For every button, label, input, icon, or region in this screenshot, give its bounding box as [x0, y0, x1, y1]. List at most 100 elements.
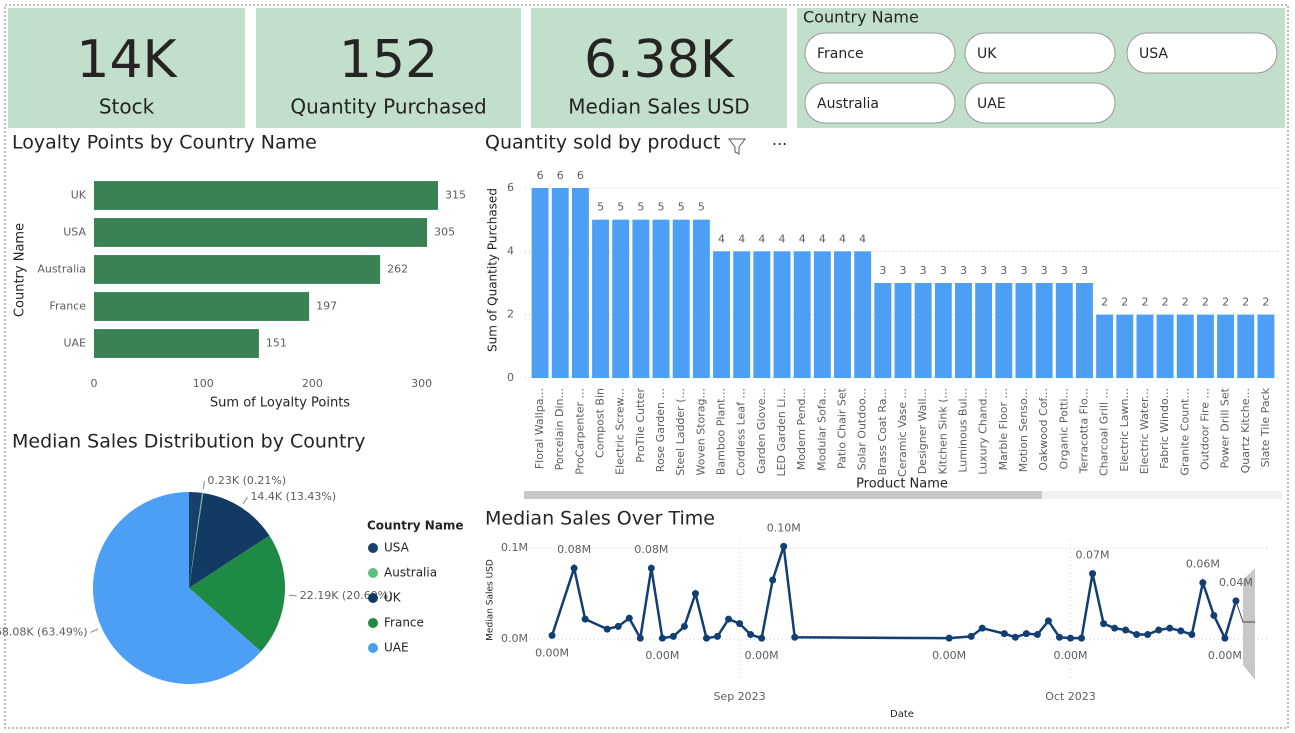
legend-label: UK — [384, 591, 402, 605]
bar — [612, 219, 630, 378]
value-label: 5 — [617, 201, 624, 214]
value-label: 0.08M — [557, 543, 591, 556]
x-tick-label: Steel Ladder (... — [674, 388, 687, 476]
y-tick-label: 0.0M — [501, 632, 528, 645]
bar — [1075, 283, 1093, 378]
x-tick-label: Luminous Bul... — [956, 388, 969, 473]
value-label: 0.10M — [767, 521, 801, 534]
bar — [1096, 314, 1114, 378]
bar — [551, 188, 569, 378]
slicer-option[interactable] — [1126, 32, 1278, 74]
value-label: 5 — [678, 201, 685, 214]
point — [548, 631, 556, 639]
value-label: 5 — [637, 201, 644, 214]
point — [1000, 630, 1008, 638]
value-label: 14.4K (13.43%) — [250, 490, 336, 503]
bar — [94, 329, 259, 358]
value-label: 5 — [658, 201, 665, 214]
point — [1089, 570, 1097, 578]
bar — [1196, 314, 1214, 378]
slicer-option-label[interactable]: France — [817, 46, 864, 62]
bar — [692, 219, 710, 378]
value-label: 4 — [799, 232, 806, 245]
bar — [773, 251, 791, 378]
leader-line — [90, 628, 99, 633]
value-label: 3 — [920, 264, 927, 277]
point — [669, 632, 677, 640]
value-label: 4 — [738, 232, 745, 245]
x-tick-label: 300 — [411, 377, 432, 390]
bar — [1257, 314, 1275, 378]
more-icon[interactable]: ··· — [772, 135, 787, 154]
x-tick-label: Cordless Leaf ... — [735, 388, 748, 476]
point — [1033, 631, 1041, 639]
x-tick-label: Motion Senso... — [1017, 388, 1030, 472]
value-label: 0.23K (0.21%) — [207, 474, 286, 487]
point — [1055, 633, 1063, 641]
x-tick-label: Kitchen Sink (... — [936, 388, 949, 475]
bar — [1217, 314, 1235, 378]
y-tick-label: 0.1M — [501, 541, 528, 554]
card — [8, 8, 245, 128]
x-tick-label: 200 — [302, 377, 323, 390]
legend-marker — [368, 568, 378, 578]
slicer-option-label[interactable]: UK — [977, 46, 997, 62]
point — [581, 615, 589, 623]
card — [256, 8, 521, 128]
value-label: 0.04M — [1219, 576, 1253, 589]
value-label: 4 — [779, 232, 786, 245]
x-tick-label: Luxury Chand... — [977, 388, 990, 475]
x-tick-label: Garden Glove... — [755, 388, 768, 474]
x-tick-label: Modular Sofa... — [815, 388, 828, 471]
point — [747, 631, 755, 639]
slicer-option[interactable] — [804, 32, 956, 74]
leader-line — [202, 481, 205, 490]
point — [1011, 633, 1019, 641]
x-tick-label: Electric Screw... — [614, 388, 627, 475]
x-tick-label: Solar Outdoo... — [856, 388, 869, 470]
value-label: 6 — [537, 169, 544, 182]
x-tick-label: Charcoal Grill ... — [1098, 388, 1111, 476]
value-label: 3 — [1041, 264, 1048, 277]
page-border — [4, 4, 1289, 729]
slicer-option[interactable] — [964, 82, 1116, 124]
slicer-option[interactable] — [804, 82, 956, 124]
value-label: 3 — [1000, 264, 1007, 277]
slicer-title: Country Name — [803, 8, 919, 27]
x-tick-label: Oct 2023 — [1045, 690, 1096, 703]
value-label: 305 — [434, 226, 455, 239]
y-tick-label: France — [49, 300, 86, 313]
y-tick-label: UAE — [63, 337, 86, 350]
value-label: 2 — [1222, 296, 1229, 309]
card-value: 6.38K — [584, 30, 736, 90]
slicer-option[interactable] — [964, 32, 1116, 74]
value-label: 0.00M — [1208, 649, 1242, 662]
bar — [1015, 283, 1033, 378]
point — [736, 620, 744, 628]
slicer-option-label[interactable]: UAE — [977, 96, 1006, 112]
filter-icon[interactable] — [728, 138, 746, 155]
slicer-option-label[interactable]: USA — [1139, 46, 1168, 62]
value-label: 2 — [1162, 296, 1169, 309]
value-label: 5 — [698, 201, 705, 214]
slicer-option-label[interactable]: Australia — [817, 96, 879, 112]
chart-title: Median Sales Over Time — [485, 508, 715, 530]
scrollbar[interactable] — [524, 491, 1042, 499]
value-label: 4 — [718, 232, 725, 245]
value-label: 2 — [1182, 296, 1189, 309]
value-label: 4 — [819, 232, 826, 245]
point — [791, 633, 799, 641]
legend-marker — [368, 618, 378, 628]
legend-title: Country Name — [367, 519, 464, 533]
bar — [1035, 283, 1053, 378]
legend-marker — [368, 643, 378, 653]
value-label: 2 — [1141, 296, 1148, 309]
x-tick-label: Sep 2023 — [713, 690, 765, 703]
value-label: 3 — [900, 264, 907, 277]
value-label: 68.08K (63.49%) — [0, 625, 88, 638]
y-tick-label: 4 — [507, 244, 514, 257]
y-axis-label: Country Name — [13, 223, 28, 317]
value-label: 0.00M — [645, 649, 679, 662]
legend-label: Australia — [384, 566, 437, 580]
y-axis-label: Sum of Quantity Purchased — [486, 188, 500, 352]
